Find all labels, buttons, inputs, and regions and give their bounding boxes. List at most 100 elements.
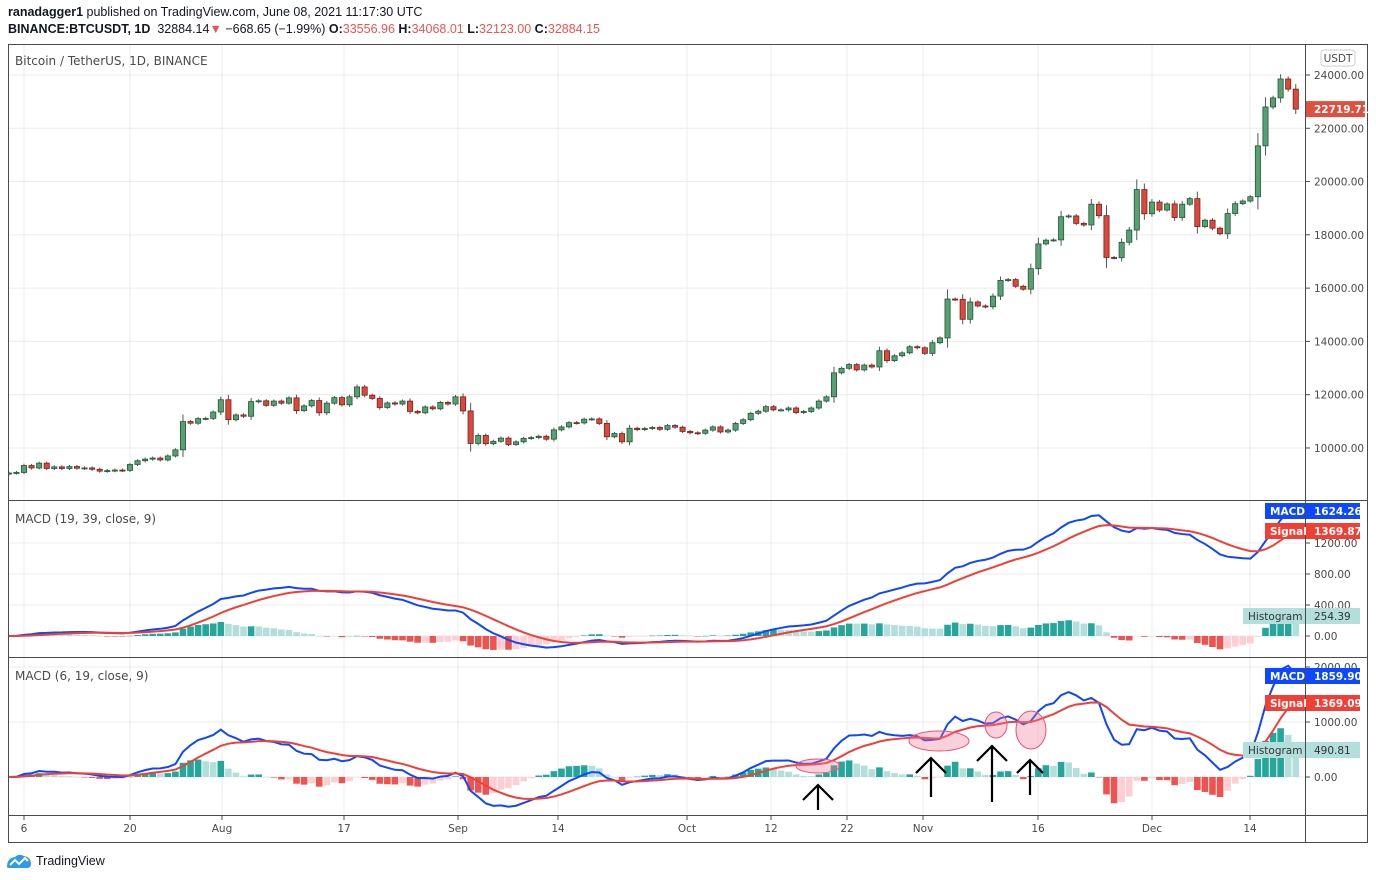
histogram-bar	[255, 774, 262, 777]
candle-down	[1103, 215, 1110, 258]
candle-up	[195, 418, 202, 424]
histogram-bar	[558, 768, 565, 777]
histogram-bar	[1050, 623, 1057, 636]
signal-name-label: Signal	[1270, 526, 1307, 538]
candle-up	[815, 400, 822, 409]
histogram-bar	[156, 633, 164, 636]
histogram-bar	[868, 624, 876, 636]
histogram-bar	[270, 777, 278, 778]
histogram-bar	[103, 777, 111, 780]
candle-up	[164, 455, 171, 461]
histogram-bar	[649, 774, 656, 777]
highlight-ellipse	[984, 711, 1008, 739]
histogram-bar	[913, 775, 921, 777]
time-tick-label: Aug	[212, 823, 233, 835]
value-tick-label: 0.00	[1314, 772, 1337, 784]
histogram-bar	[43, 774, 51, 777]
candle-up	[1164, 203, 1171, 211]
histogram-bar	[739, 633, 747, 636]
histogram-bar	[156, 773, 164, 777]
histogram-bar	[482, 636, 490, 650]
macd-pane-2-plot	[8, 664, 1300, 808]
histogram-bar	[830, 627, 838, 636]
candle-up	[588, 418, 595, 421]
candle-up	[346, 396, 353, 406]
candle-up	[255, 400, 262, 403]
histogram-bar	[497, 636, 505, 650]
histogram-bar	[421, 636, 429, 643]
histogram-bar	[217, 621, 225, 636]
histogram-bar	[573, 636, 580, 637]
histogram-bar	[1156, 636, 1163, 638]
candle-up	[1027, 268, 1034, 290]
candle-up	[778, 409, 785, 412]
candle-up	[649, 427, 656, 429]
histogram-bar	[898, 625, 906, 636]
candle-down	[361, 386, 368, 396]
histogram-bar	[527, 636, 535, 647]
histogram-bar	[823, 630, 830, 636]
price-tick-label: 24000.00	[1314, 70, 1364, 82]
histogram-bar	[929, 628, 936, 636]
chart-title: Bitcoin / TetherUS, 1D, BINANCE	[15, 54, 208, 68]
candle-up	[709, 426, 716, 431]
candle-down	[914, 346, 921, 349]
histogram-bar	[944, 624, 951, 636]
up-arrow-icon	[976, 744, 1008, 802]
histogram-bar	[1133, 636, 1141, 637]
hist-name-badge	[1243, 742, 1305, 758]
candle-up	[1133, 189, 1140, 231]
candle-down	[119, 469, 126, 472]
candle-up	[1118, 241, 1125, 259]
macd-line	[8, 664, 1297, 808]
histogram-bar	[1035, 624, 1042, 636]
histogram-bar	[656, 775, 664, 777]
histogram-bar	[444, 636, 452, 642]
tradingview-logo[interactable]: TradingView	[6, 853, 105, 869]
publisher[interactable]: ranadagger1	[8, 5, 84, 19]
histogram-bar	[1125, 636, 1133, 641]
candle-up	[308, 400, 315, 407]
histogram-bar	[747, 632, 755, 636]
macd-name-label: MACD	[1270, 671, 1305, 683]
histogram-bar	[391, 636, 399, 641]
histogram-bar	[1057, 620, 1065, 636]
currency-label: USDT	[1324, 53, 1353, 65]
histogram-bar	[800, 776, 808, 777]
histogram-bar	[50, 775, 58, 777]
histogram-bar	[202, 761, 209, 777]
histogram-bar	[1156, 777, 1163, 781]
histogram-bar	[596, 634, 603, 636]
histogram-bar	[1201, 777, 1209, 792]
candle-up	[725, 429, 732, 433]
histogram-bar	[1148, 636, 1156, 637]
histogram-bar	[111, 636, 119, 637]
histogram-bar	[1027, 627, 1035, 636]
candle-up	[997, 279, 1004, 297]
time-tick-label: 12	[764, 823, 777, 835]
candle-up	[66, 466, 73, 469]
histogram-bar	[81, 635, 88, 636]
histogram-bar	[853, 763, 860, 777]
histogram-bar	[997, 625, 1004, 636]
histogram-bar	[815, 774, 823, 777]
histogram-bar	[1125, 777, 1133, 797]
histogram-bar	[1057, 761, 1065, 777]
candle-up	[823, 396, 830, 402]
histogram-bar	[103, 636, 111, 637]
histogram-bar	[603, 635, 611, 637]
macd-value-label: 1624.26	[1314, 506, 1362, 518]
histogram-bar	[232, 772, 240, 777]
candle-up	[740, 419, 747, 424]
currency-badge[interactable]	[1320, 49, 1356, 67]
close-value: 32884.15	[547, 22, 601, 36]
candle-down	[444, 402, 451, 405]
price-tick-label: 16000.00	[1314, 283, 1364, 295]
histogram-bar	[1269, 621, 1277, 636]
histogram-bar	[724, 776, 732, 778]
histogram-bar	[421, 777, 429, 785]
signal-value-badge	[1306, 695, 1360, 711]
candle-up	[641, 428, 648, 430]
histogram-bar	[505, 636, 512, 650]
